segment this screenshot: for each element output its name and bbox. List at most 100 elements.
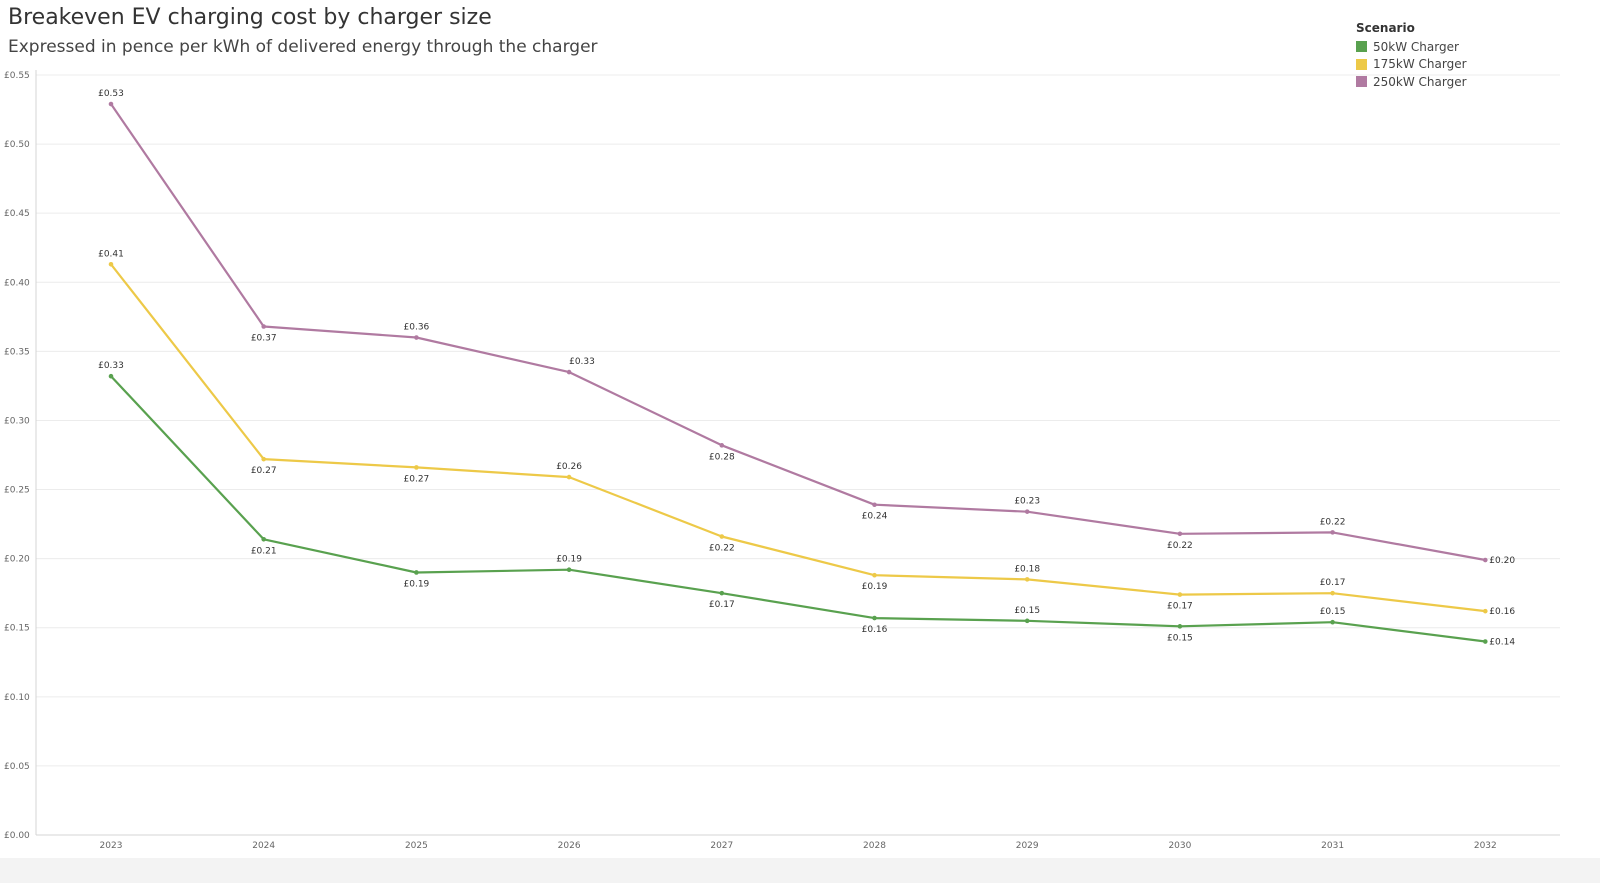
data-point <box>414 335 419 340</box>
x-tick-label: 2023 <box>100 841 123 851</box>
data-label: £0.16 <box>862 625 888 635</box>
y-tick-label: £0.45 <box>4 209 30 219</box>
data-point <box>414 465 419 470</box>
series-line <box>110 263 1486 613</box>
data-label: £0.19 <box>862 582 888 592</box>
data-label: £0.26 <box>556 462 582 472</box>
legend-item-250kw[interactable]: 250kW Charger <box>1356 73 1467 91</box>
data-point <box>1330 530 1335 535</box>
x-tick-label: 2024 <box>252 841 275 851</box>
data-point <box>1483 557 1488 563</box>
data-label: £0.22 <box>1320 517 1346 527</box>
legend-swatch-50kw <box>1356 41 1367 53</box>
legend-title: Scenario <box>1356 21 1415 35</box>
legend-swatch-250kw <box>1356 76 1367 88</box>
y-tick-label: £0.50 <box>4 140 30 150</box>
data-point <box>108 262 114 267</box>
chart-subtitle: Expressed in pence per kWh of delivered … <box>8 37 598 57</box>
legend-label-175kw: 175kW Charger <box>1373 57 1467 72</box>
data-label: £0.17 <box>709 600 735 610</box>
data-label: £0.19 <box>404 579 430 589</box>
data-point <box>1483 608 1488 614</box>
data-label: £0.36 <box>404 323 430 333</box>
data-point <box>261 456 267 462</box>
data-label: £0.27 <box>251 466 277 476</box>
data-point <box>719 590 725 596</box>
data-label: £0.33 <box>98 361 124 371</box>
data-point <box>1024 577 1030 582</box>
bottom-scroll-strip <box>0 858 1600 883</box>
data-point <box>1483 639 1488 644</box>
data-point <box>872 502 877 508</box>
data-label: £0.33 <box>569 357 595 367</box>
data-point <box>108 101 114 107</box>
data-label: £0.37 <box>251 333 277 343</box>
data-point <box>261 324 267 329</box>
y-tick-label: £0.05 <box>4 762 30 772</box>
data-label: £0.15 <box>1320 607 1346 617</box>
data-point <box>719 443 725 448</box>
legend-label-250kw: 250kW Charger <box>1373 74 1467 89</box>
x-tick-label: 2030 <box>1168 841 1191 851</box>
x-tick-label: 2032 <box>1474 841 1497 851</box>
x-tick-label: 2027 <box>710 841 733 851</box>
data-label: £0.21 <box>251 546 277 556</box>
x-tick-label: 2026 <box>558 841 581 851</box>
x-tick-label: 2025 <box>405 841 428 851</box>
data-label: £0.24 <box>862 512 888 522</box>
data-point <box>566 567 572 572</box>
data-label: £0.15 <box>1014 606 1040 616</box>
y-tick-label: £0.40 <box>4 278 30 288</box>
data-label: £0.16 <box>1489 607 1515 617</box>
data-point <box>719 534 725 539</box>
x-tick-label: 2028 <box>863 841 886 851</box>
x-tick-label: 2031 <box>1321 841 1344 851</box>
data-point <box>1177 531 1183 537</box>
data-point <box>872 572 877 578</box>
data-label: £0.14 <box>1489 638 1515 648</box>
data-label: £0.18 <box>1014 564 1040 574</box>
y-tick-label: £0.10 <box>4 693 30 703</box>
data-point <box>872 615 877 621</box>
chart-title: Breakeven EV charging cost by charger si… <box>8 5 492 30</box>
data-label: £0.53 <box>98 89 124 99</box>
data-label: £0.17 <box>1320 578 1346 588</box>
y-tick-label: £0.20 <box>4 555 30 565</box>
data-point <box>1330 619 1335 625</box>
data-label: £0.19 <box>556 555 582 565</box>
legend: Scenario 50kW Charger 175kW Charger 250k… <box>1356 21 1467 91</box>
data-label: £0.15 <box>1167 633 1193 643</box>
y-tick-label: £0.55 <box>4 71 30 81</box>
data-point <box>1330 590 1335 596</box>
data-point <box>566 474 572 480</box>
y-tick-label: £0.15 <box>4 624 30 634</box>
data-label: £0.22 <box>709 544 735 554</box>
data-point <box>1024 618 1030 624</box>
data-point <box>1177 592 1183 597</box>
series-line <box>110 103 1486 562</box>
data-label: £0.17 <box>1167 602 1193 612</box>
data-point <box>108 373 114 379</box>
data-label: £0.23 <box>1014 497 1040 507</box>
y-tick-label: £0.30 <box>4 416 30 426</box>
legend-label-50kw: 50kW Charger <box>1373 39 1459 54</box>
data-label: £0.27 <box>404 474 430 484</box>
data-label: £0.41 <box>98 249 124 259</box>
data-point <box>1024 509 1030 514</box>
y-tick-label: £0.00 <box>4 831 30 841</box>
data-point <box>1177 624 1183 629</box>
y-tick-label: £0.35 <box>4 347 30 357</box>
data-label: £0.28 <box>709 452 735 462</box>
y-tick-label: £0.25 <box>4 486 30 496</box>
data-point <box>261 536 267 542</box>
legend-item-50kw[interactable]: 50kW Charger <box>1356 38 1467 56</box>
data-label: £0.22 <box>1167 541 1193 551</box>
data-point <box>566 369 572 375</box>
legend-item-175kw[interactable]: 175kW Charger <box>1356 56 1467 74</box>
data-point <box>414 570 419 575</box>
x-tick-label: 2029 <box>1016 841 1039 851</box>
data-label: £0.20 <box>1489 556 1515 566</box>
legend-swatch-175kw <box>1356 58 1367 70</box>
series-line <box>110 375 1486 643</box>
